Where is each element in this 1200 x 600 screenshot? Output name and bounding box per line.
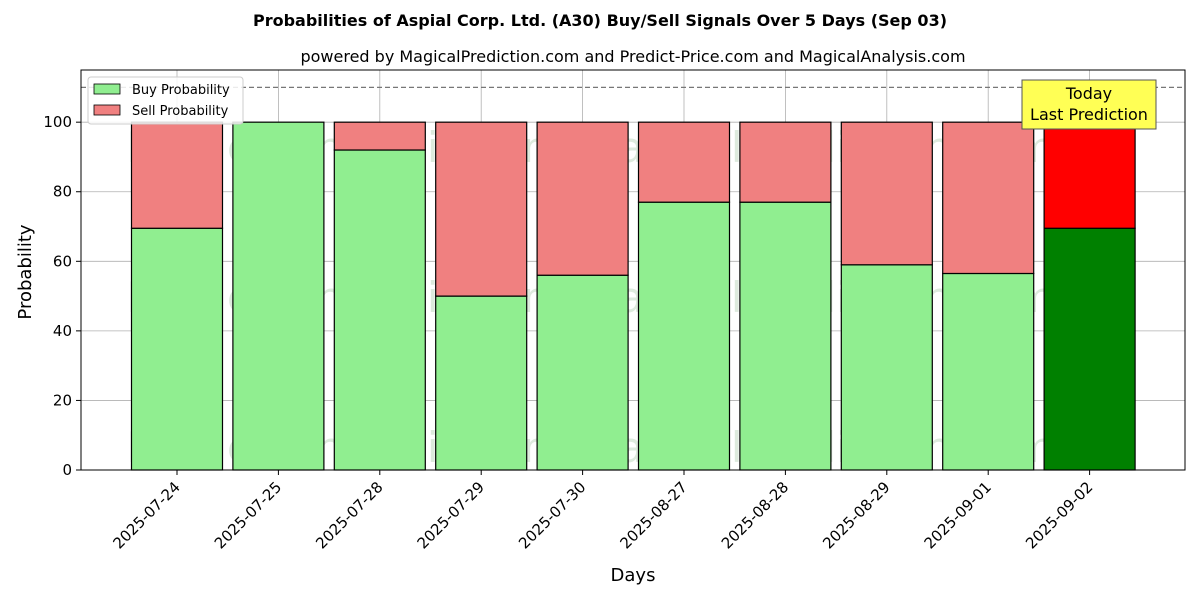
bar-buy	[942, 272, 1035, 471]
legend-label-buy: Buy Probability	[132, 83, 230, 98]
bar-sell	[333, 121, 426, 151]
legend-swatch-sell	[93, 104, 121, 116]
x-tick-label: 2025-07-25	[211, 478, 285, 552]
bars-layer	[130, 121, 1136, 471]
y-axis: 0 20 40 60 80 100	[43, 113, 81, 479]
bar-buy	[435, 295, 528, 471]
annotation-box	[1021, 79, 1157, 130]
bar-buy	[637, 201, 731, 471]
bar-sell	[1043, 121, 1136, 229]
y-tick-label: 20	[53, 391, 72, 409]
annotation-line-1: Today	[1065, 84, 1112, 103]
x-tick-label: 2025-07-24	[109, 478, 183, 552]
today-annotation: Today Last Prediction	[1021, 79, 1157, 130]
legend-label-sell: Sell Probability	[132, 104, 229, 119]
x-tick-label: 2025-07-30	[515, 478, 589, 552]
y-tick-label: 80	[53, 183, 72, 201]
y-tick-label: 60	[53, 252, 72, 270]
bar-sell	[130, 121, 224, 229]
bar-sell	[739, 121, 832, 203]
bar-buy	[536, 274, 629, 471]
x-tick-label: 2025-07-28	[312, 478, 386, 552]
bar-buy	[232, 121, 325, 471]
bar-buy	[840, 264, 933, 471]
chart-subtitle: powered by MagicalPrediction.com and Pre…	[300, 47, 965, 66]
y-tick-label: 0	[62, 461, 72, 479]
bar-buy	[739, 201, 832, 471]
bar-buy	[130, 227, 224, 471]
y-axis-label: Probability	[15, 224, 36, 319]
bar-sell	[840, 121, 933, 266]
x-tick-label: 2025-09-02	[1022, 478, 1096, 552]
bar-buy	[1043, 227, 1136, 471]
plot-frame	[80, 69, 1186, 471]
x-tick-label: 2025-08-28	[718, 478, 792, 552]
bar-sell	[637, 121, 731, 203]
x-axis-label: Days	[611, 565, 656, 586]
x-tick-label: 2025-08-27	[616, 478, 690, 552]
legend: Buy Probability Sell Probability	[87, 76, 244, 125]
x-tick-label: 2025-08-29	[819, 478, 893, 552]
x-tick-label: 2025-09-01	[921, 478, 995, 552]
y-tick-label: 40	[53, 322, 72, 340]
annotation-line-2: Last Prediction	[1030, 105, 1148, 124]
legend-swatch-buy	[93, 83, 121, 95]
bar-sell	[435, 121, 528, 297]
chart-title: Probabilities of Aspial Corp. Ltd. (A30)…	[253, 11, 947, 30]
bar-sell	[536, 121, 629, 276]
x-tick-label: 2025-07-29	[414, 478, 488, 552]
bar-sell	[942, 121, 1035, 275]
legend-box	[87, 76, 244, 125]
bar-buy	[333, 149, 426, 471]
y-tick-label: 100	[43, 113, 72, 131]
x-axis: 2025-07-24 2025-07-25 2025-07-28 2025-07-29…	[109, 470, 1096, 552]
